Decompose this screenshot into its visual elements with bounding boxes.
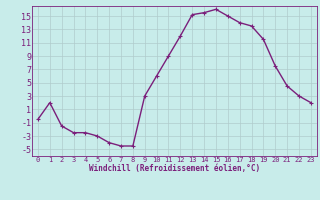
X-axis label: Windchill (Refroidissement éolien,°C): Windchill (Refroidissement éolien,°C): [89, 164, 260, 173]
